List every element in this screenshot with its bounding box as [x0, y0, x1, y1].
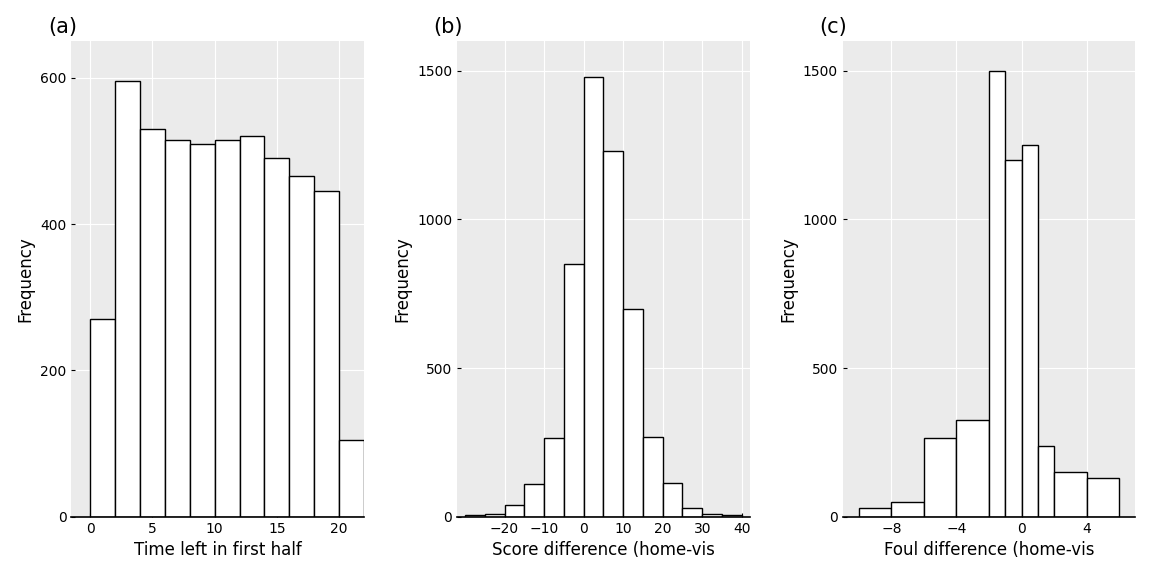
Bar: [265, 158, 289, 517]
Bar: [956, 420, 990, 517]
Bar: [1086, 478, 1119, 517]
Bar: [1006, 160, 1022, 517]
Bar: [505, 505, 524, 517]
Bar: [1038, 445, 1054, 517]
Bar: [1022, 145, 1038, 517]
Bar: [485, 514, 505, 517]
Bar: [563, 264, 584, 517]
X-axis label: Foul difference (home-vis: Foul difference (home-vis: [884, 541, 1094, 559]
Bar: [90, 319, 115, 517]
Bar: [703, 514, 722, 517]
Text: (b): (b): [433, 17, 463, 37]
Bar: [682, 508, 703, 517]
Bar: [662, 483, 682, 517]
Bar: [544, 438, 563, 517]
Bar: [623, 309, 643, 517]
Bar: [859, 508, 892, 517]
Bar: [892, 502, 924, 517]
Bar: [139, 129, 165, 517]
Bar: [314, 191, 339, 517]
Y-axis label: Frequency: Frequency: [394, 236, 411, 322]
Bar: [165, 140, 190, 517]
Bar: [990, 71, 1006, 517]
Bar: [1054, 472, 1086, 517]
Bar: [604, 151, 623, 517]
Bar: [722, 516, 742, 517]
Bar: [524, 484, 544, 517]
Y-axis label: Frequency: Frequency: [16, 236, 35, 322]
Bar: [240, 136, 265, 517]
X-axis label: Time left in first half: Time left in first half: [134, 541, 302, 559]
Text: (a): (a): [48, 17, 77, 37]
Bar: [924, 438, 956, 517]
Bar: [465, 516, 485, 517]
Text: (c): (c): [819, 17, 847, 37]
Bar: [115, 81, 139, 517]
Bar: [643, 437, 662, 517]
Bar: [584, 77, 604, 517]
Bar: [190, 143, 214, 517]
X-axis label: Score difference (home-vis: Score difference (home-vis: [492, 541, 715, 559]
Y-axis label: Frequency: Frequency: [779, 236, 797, 322]
Bar: [289, 176, 314, 517]
Bar: [214, 140, 240, 517]
Bar: [339, 440, 364, 517]
